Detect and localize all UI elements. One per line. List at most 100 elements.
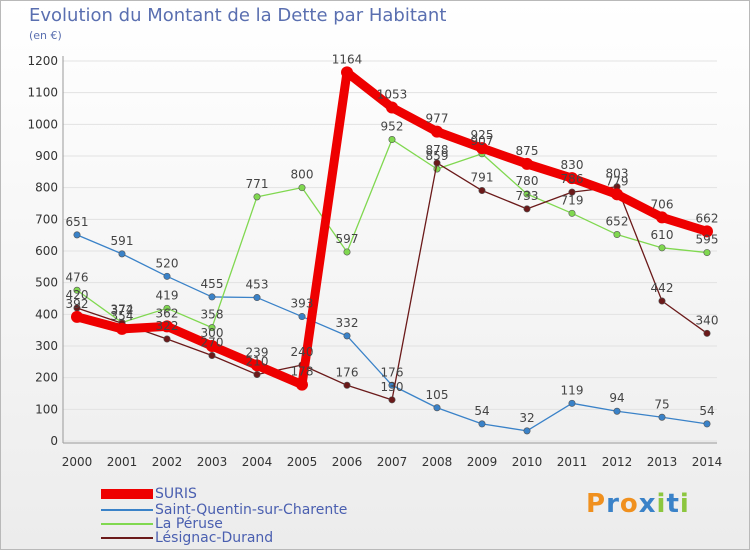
data-point-la-peruse (253, 193, 261, 201)
data-point-saint-quentin-sur-charente (208, 293, 216, 301)
data-label-lesignac-durand: 420 (66, 288, 89, 302)
data-label-suris: 977 (426, 112, 449, 126)
data-label-saint-quentin-sur-charente: 332 (336, 316, 359, 330)
data-label-saint-quentin-sur-charente: 94 (609, 391, 624, 405)
data-label-saint-quentin-sur-charente: 105 (426, 388, 449, 402)
data-point-saint-quentin-sur-charente (73, 231, 81, 239)
data-point-saint-quentin-sur-charente (703, 420, 711, 428)
y-tick-label: 900 (35, 149, 58, 163)
data-label-suris: 925 (471, 128, 494, 142)
data-label-suris: 779 (606, 174, 629, 188)
data-point-saint-quentin-sur-charente (253, 294, 261, 302)
data-point-saint-quentin-sur-charente (658, 413, 666, 421)
data-label-la-peruse: 652 (606, 215, 629, 229)
data-point-la-peruse (388, 136, 396, 144)
data-point-la-peruse (703, 249, 711, 257)
data-label-la-peruse: 907 (471, 134, 494, 148)
data-point-lesignac-durand (253, 370, 261, 378)
logo-letter: t (666, 489, 680, 519)
data-point-saint-quentin-sur-charente (568, 399, 576, 407)
x-tick-label: 2014 (692, 455, 723, 469)
data-point-suris (341, 66, 353, 79)
data-label-layer: 651 591 520 455 453 393 332 176 105 54 32 119 94 75 54… (66, 52, 719, 424)
legend-item-saint-quentin: Saint-Quentin-sur-Charente (101, 502, 347, 518)
data-label-lesignac-durand: 322 (156, 319, 179, 333)
data-label-saint-quentin-sur-charente: 54 (474, 404, 489, 418)
data-point-suris (251, 359, 263, 372)
x-tick-label: 2004 (242, 455, 273, 469)
data-label-la-peruse: 859 (426, 149, 449, 163)
data-label-suris: 239 (246, 345, 269, 359)
y-tick-label: 800 (35, 181, 58, 195)
data-point-la-peruse (658, 244, 666, 252)
data-point-suris (116, 322, 128, 335)
data-point-saint-quentin-sur-charente (478, 420, 486, 428)
data-label-la-peruse: 610 (651, 228, 674, 242)
data-label-la-peruse: 719 (561, 193, 584, 207)
y-tick-label: 500 (35, 276, 58, 290)
data-label-la-peruse: 780 (516, 174, 539, 188)
data-point-la-peruse (568, 209, 576, 217)
x-tick-label: 2003 (197, 455, 228, 469)
data-point-saint-quentin-sur-charente (613, 407, 621, 415)
data-label-lesignac-durand: 803 (606, 167, 629, 181)
logo-letter: o (619, 489, 639, 519)
y-tick-label: 100 (35, 402, 58, 416)
data-label-suris: 178 (291, 365, 314, 379)
logo-letter: x (638, 489, 657, 519)
data-label-saint-quentin-sur-charente: 176 (381, 365, 404, 379)
chart-unit-label: (en €) (29, 29, 62, 42)
logo-letter: r (606, 489, 620, 519)
y-tick-label: 600 (35, 244, 58, 258)
data-point-saint-quentin-sur-charente (118, 250, 126, 258)
data-point-saint-quentin-sur-charente (163, 272, 171, 280)
data-label-lesignac-durand: 270 (201, 336, 224, 350)
x-tick-label: 2000 (62, 455, 93, 469)
data-label-lesignac-durand: 878 (426, 143, 449, 157)
x-tick-label: 2012 (602, 455, 633, 469)
data-label-saint-quentin-sur-charente: 453 (246, 278, 269, 292)
data-label-saint-quentin-sur-charente: 393 (291, 297, 314, 311)
data-label-la-peruse: 419 (156, 288, 179, 302)
data-point-la-peruse (613, 231, 621, 239)
legend-item-suris: SURIS (101, 486, 197, 502)
legend-swatch-suris (101, 489, 153, 499)
legend-item-la-peruse: La Péruse (101, 516, 223, 532)
data-point-saint-quentin-sur-charente (433, 404, 441, 412)
data-point-la-peruse (73, 286, 81, 294)
data-label-lesignac-durand: 733 (516, 189, 539, 203)
data-point-suris (521, 157, 533, 170)
data-label-suris: 875 (516, 144, 539, 158)
data-point-suris (296, 378, 308, 391)
data-label-la-peruse: 358 (201, 308, 224, 322)
data-label-lesignac-durand: 786 (561, 172, 584, 186)
data-point-saint-quentin-sur-charente (343, 332, 351, 340)
data-point-lesignac-durand (343, 381, 351, 389)
y-tick-label: 1000 (27, 117, 58, 131)
data-point-suris (701, 225, 713, 238)
data-label-saint-quentin-sur-charente: 591 (111, 234, 134, 248)
legend-label-suris: SURIS (155, 486, 197, 502)
y-tick-label: 200 (35, 371, 58, 385)
x-tick-label: 2006 (332, 455, 363, 469)
x-tick-label: 2007 (377, 455, 408, 469)
data-point-lesignac-durand (163, 335, 171, 343)
data-point-la-peruse (343, 248, 351, 256)
y-tick-label: 400 (35, 307, 58, 321)
data-point-suris (71, 310, 83, 323)
x-tick-label: 2008 (422, 455, 453, 469)
data-label-suris: 392 (66, 297, 89, 311)
data-point-lesignac-durand (523, 205, 531, 213)
axis-layer: 0 100 200 300 400 500 600 700 800 900 1000 1100 1200… (27, 54, 722, 469)
legend-item-lesignac-durand: Lésignac-Durand (101, 530, 273, 546)
legend-label-lesignac-durand: Lésignac-Durand (155, 530, 274, 546)
data-point-lesignac-durand (658, 297, 666, 305)
data-label-lesignac-durand: 442 (651, 281, 674, 295)
data-point-la-peruse (298, 184, 306, 192)
data-label-saint-quentin-sur-charente: 520 (156, 256, 179, 270)
y-tick-label: 1200 (27, 54, 58, 68)
data-label-lesignac-durand: 372 (111, 303, 134, 317)
data-point-la-peruse (163, 304, 171, 312)
data-point-suris (431, 125, 443, 138)
